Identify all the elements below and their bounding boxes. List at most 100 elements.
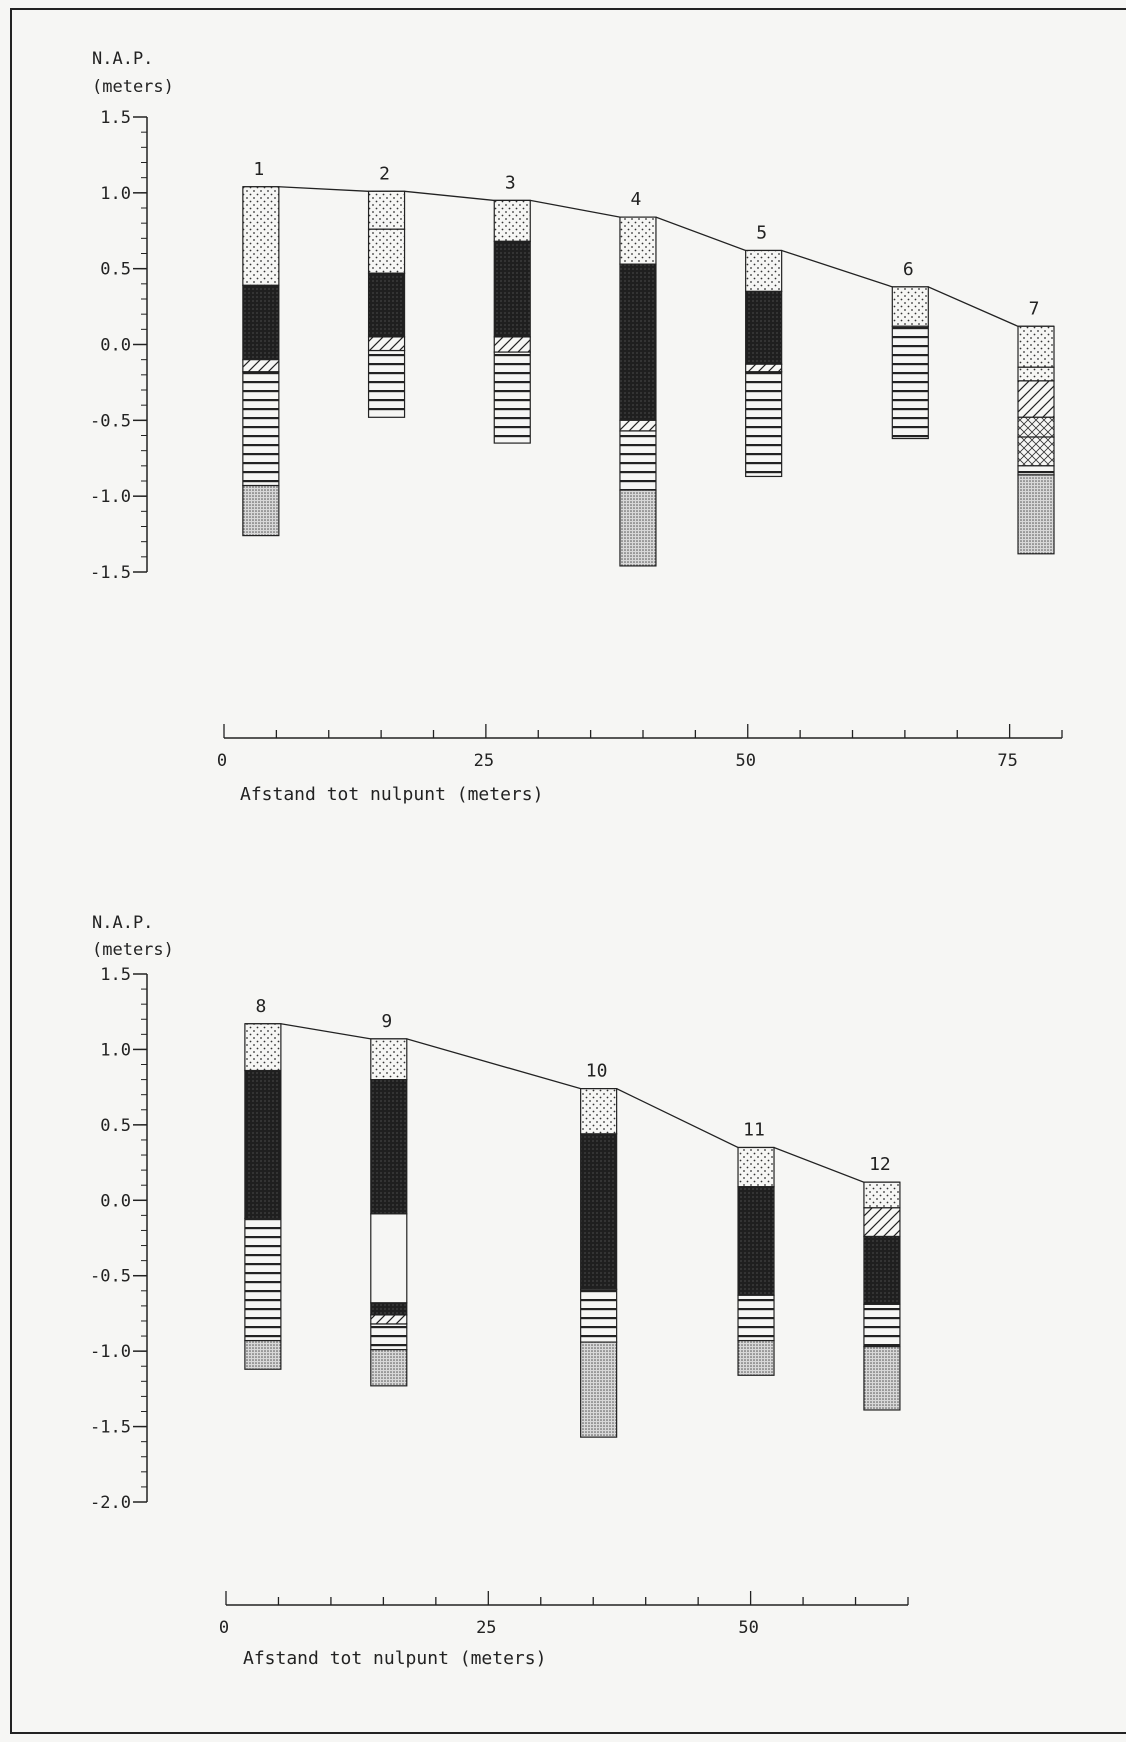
layer-horiz [370,1323,408,1351]
layer-stipple [370,1349,408,1387]
x-tick-label: 0 [219,1618,229,1638]
y-tick-label: 1.0 [100,1040,131,1060]
surface-profile-line [244,1023,900,1183]
core-label: 12 [869,1154,891,1175]
layer-dots [580,1088,618,1135]
y-tick-label: -2.0 [90,1493,131,1513]
layer-diag [619,419,657,432]
y-axis-title: (meters) [92,77,174,97]
layer-dots [619,216,657,265]
core-label: 9 [381,1011,392,1032]
y-tick-label: 1.5 [100,965,131,985]
core-column-5 [745,249,783,478]
layer-dark [244,1069,282,1219]
core-label: 3 [505,172,516,193]
layer-stipple [244,1339,282,1370]
layer-diag [370,1314,408,1325]
x-tick-label: 50 [738,1618,758,1638]
core-column-11 [737,1146,775,1376]
layer-dark [619,263,657,421]
core-column-7 [1017,325,1055,555]
layer-dots [737,1146,775,1188]
layer-cross [1017,436,1055,467]
y-tick-label: 0.0 [100,336,131,356]
core-column-2 [367,190,406,418]
chart-1 [133,116,1063,739]
layer-horiz [1017,465,1055,476]
layer-stipple [737,1339,775,1376]
x-axis-title: Afstand tot nulpunt (meters) [243,1648,546,1669]
layer-dots [367,190,406,230]
layer-horiz [619,430,657,491]
y-axis-title: N.A.P. [92,913,153,933]
core-label: 11 [743,1119,765,1140]
layer-horiz [737,1294,775,1342]
layer-dark [242,284,280,361]
core-column-3 [493,199,531,444]
chart-2 [133,973,909,1606]
layer-horiz [863,1303,901,1348]
layer-dark [367,272,406,338]
layer-stipple [580,1341,618,1438]
layer-dark [737,1186,775,1296]
layer-dark [580,1133,618,1290]
layer-dots [891,286,929,327]
core-column-12 [863,1181,901,1411]
layer-dots [244,1023,282,1072]
layer-horiz [891,325,929,440]
layer-dark [745,290,783,365]
layer-stipple [1017,474,1055,555]
layer-blank [370,1213,408,1304]
y-tick-label: -0.5 [90,1267,131,1287]
layer-horiz [244,1217,282,1342]
layer-cross [1017,416,1055,438]
y-tick-label: 0.5 [100,260,131,280]
layer-dots [1017,366,1055,382]
layer-diag [493,336,531,353]
layer-dark [863,1235,901,1305]
layer-dots [370,1038,408,1081]
y-tick-label: -1.5 [90,1418,131,1438]
y-tick-label: 1.0 [100,184,131,204]
y-tick-label: 1.5 [100,108,131,128]
core-label: 1 [253,159,264,180]
layer-diag [863,1207,901,1238]
x-tick-label: 75 [997,751,1017,771]
y-axis-title: N.A.P. [92,49,153,69]
y-tick-label: -1.0 [90,1342,131,1362]
core-label: 5 [756,222,767,243]
core-column-9 [370,1038,408,1387]
layer-stipple [242,484,280,537]
layer-diag [242,359,280,373]
y-axis-title: (meters) [92,940,174,960]
y-tick-label: -1.5 [90,563,131,583]
layer-diag [745,363,783,373]
layer-diag [367,336,406,352]
layer-dots [242,186,280,286]
core-label: 8 [255,996,266,1017]
layer-dots [367,228,406,274]
core-label: 10 [586,1061,608,1082]
core-column-4 [619,216,657,567]
layer-dots [863,1181,901,1209]
y-tick-label: -0.5 [90,411,131,431]
layer-horiz [367,349,406,418]
core-column-1 [242,186,280,537]
layer-dark [370,1302,408,1316]
y-tick-label: -1.0 [90,487,131,507]
y-tick-label: 0.0 [100,1191,131,1211]
x-tick-label: 50 [736,751,756,771]
layer-dots [1017,325,1055,368]
y-tick-label: 0.5 [100,1116,131,1136]
figure-frame [10,8,1126,1734]
layer-horiz [493,351,531,444]
layer-horiz [580,1288,618,1343]
core-column-6 [891,286,929,440]
x-tick-label: 25 [474,751,494,771]
core-label: 7 [1029,298,1040,319]
core-column-10 [580,1088,618,1438]
x-tick-label: 25 [476,1618,496,1638]
layer-diag [1017,380,1055,418]
